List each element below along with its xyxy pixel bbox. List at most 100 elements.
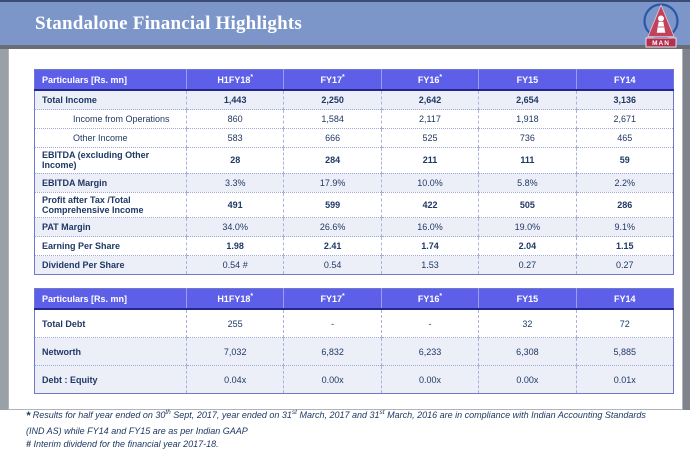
- cell-value: 1,918: [478, 109, 577, 129]
- cell-value: 2,671: [575, 109, 674, 129]
- cell-value: 6,233: [380, 337, 479, 366]
- cell-value: 2.04: [478, 236, 577, 256]
- right-edge-strip: [683, 49, 690, 410]
- cell-value: 28: [185, 147, 284, 174]
- year-column-header: FY16*: [380, 69, 479, 91]
- row-label: Income from Operations: [34, 109, 187, 129]
- cell-value: -: [283, 308, 382, 338]
- cell-value: 3,136: [575, 89, 674, 110]
- row-label: PAT Margin: [34, 217, 187, 237]
- cell-value: 5,885: [575, 337, 674, 366]
- table-row: Profit after Tax /Total Comprehensive In…: [34, 191, 674, 218]
- row-label: Dividend Per Share: [34, 255, 187, 275]
- row-label: Total Debt: [34, 308, 187, 338]
- cell-value: 1.74: [380, 236, 479, 256]
- cell-value: 465: [575, 128, 674, 148]
- year-column-header: H1FY18*: [185, 288, 284, 311]
- cell-value: 286: [575, 191, 674, 218]
- cell-value: -: [380, 308, 479, 338]
- year-column-header: FY14: [575, 288, 674, 311]
- table-row: Income from Operations 860 1,584 2,117 1,918…: [34, 109, 674, 129]
- row-label: Earning Per Share: [34, 236, 187, 256]
- cell-value: 1,584: [283, 109, 382, 129]
- cell-value: 2,642: [380, 89, 479, 110]
- cell-value: 72: [575, 308, 674, 338]
- cell-value: 2.41: [283, 236, 382, 256]
- cell-value: 1.53: [380, 255, 479, 275]
- cell-value: 284: [283, 147, 382, 174]
- cell-value: 0.01x: [575, 365, 674, 394]
- table-row: Debt : Equity 0.04x 0.00x 0.00x 0.00x 0.01x: [34, 365, 674, 394]
- cell-value: 0.00x: [478, 365, 577, 394]
- cell-value: 32: [478, 308, 577, 338]
- cell-value: 525: [380, 128, 479, 148]
- table-row: Other Income 583 666 525 736 465: [34, 128, 674, 148]
- cell-value: 5.8%: [478, 172, 577, 193]
- footnote: # Interim dividend for the financial yea…: [26, 438, 664, 452]
- debt-networth-table: Particulars [Rs. mn] H1FY18* FY17* FY16* FY1…: [34, 288, 674, 395]
- row-label: Profit after Tax /Total Comprehensive In…: [34, 191, 187, 218]
- cell-value: 491: [185, 191, 284, 218]
- cell-value: 583: [185, 128, 284, 148]
- table-row: EBITDA (excluding Other Income) 28 284 211 1…: [34, 147, 674, 174]
- cell-value: 255: [185, 308, 284, 338]
- row-label: EBITDA (excluding Other Income): [34, 147, 187, 174]
- table-row: Total Income 1,443 2,250 2,642 2,654 3,136: [34, 89, 674, 110]
- table-header-row: Particulars [Rs. mn] H1FY18* FY17* FY16* FY1…: [34, 69, 674, 91]
- title-bar: Standalone Financial Highlights: [0, 0, 690, 45]
- logo-text: MAN: [652, 40, 670, 47]
- table-row: PAT Margin 34.0% 26.6% 16.0% 19.0% 9.1%: [34, 217, 674, 237]
- cell-value: 34.0%: [185, 217, 284, 237]
- row-label: EBITDA Margin: [34, 172, 187, 193]
- cell-value: 860: [185, 109, 284, 129]
- cell-value: 599: [283, 191, 382, 218]
- footnote-text: Interim dividend for the financial year …: [31, 439, 219, 450]
- cell-value: 2,250: [283, 89, 382, 110]
- cell-value: 1.15: [575, 236, 674, 256]
- table-row: EBITDA Margin 3.3% 17.9% 10.0% 5.8% 2.2%: [34, 172, 674, 193]
- header-divider: [0, 45, 690, 49]
- cell-value: 0.00x: [283, 365, 382, 394]
- cell-value: 211: [380, 147, 479, 174]
- cell-value: 2,654: [478, 89, 577, 110]
- cell-value: 111: [478, 147, 577, 174]
- table-row: Earning Per Share 1.98 2.41 1.74 2.04 1.15: [34, 236, 674, 256]
- cell-value: 2.2%: [575, 172, 674, 193]
- particulars-column-header: Particulars [Rs. mn]: [34, 69, 187, 91]
- cell-value: 0.54: [283, 255, 382, 275]
- cell-value: 59: [575, 147, 674, 174]
- cell-value: 666: [283, 128, 382, 148]
- content-row: Particulars [Rs. mn] H1FY18* FY17* FY16* FY1…: [0, 49, 690, 449]
- row-label: Networth: [34, 337, 187, 366]
- table-row: Networth 7,032 6,832 6,233 6,308 5,885: [34, 337, 674, 366]
- cell-value: 10.0%: [380, 172, 479, 193]
- year-column-header: FY15: [478, 288, 577, 311]
- cell-value: 1,443: [185, 89, 284, 110]
- cell-value: 736: [478, 128, 577, 148]
- cell-value: 16.0%: [380, 217, 479, 237]
- cell-value: 7,032: [185, 337, 284, 366]
- footnote-text: Results for half year ended on 30th Sept…: [26, 409, 646, 436]
- left-edge-strip: [0, 49, 8, 410]
- year-column-header: FY15: [478, 69, 577, 91]
- cell-value: 26.6%: [283, 217, 382, 237]
- particulars-column-header: Particulars [Rs. mn]: [34, 288, 187, 311]
- row-label: Debt : Equity: [34, 365, 187, 394]
- table-row: Total Debt 255- -32 72: [34, 308, 674, 338]
- table-header-row: Particulars [Rs. mn] H1FY18* FY17* FY16* FY1…: [34, 288, 674, 311]
- year-column-header: FY17*: [283, 288, 382, 311]
- year-column-header: FY17*: [283, 69, 382, 91]
- cell-value: 3.3%: [185, 172, 284, 193]
- content-panel: Particulars [Rs. mn] H1FY18* FY17* FY16* FY1…: [8, 49, 683, 449]
- cell-value: 2,117: [380, 109, 479, 129]
- footnotes: * Results for half year ended on 30th Se…: [26, 408, 664, 452]
- cell-value: 6,308: [478, 337, 577, 366]
- cell-value: 0.54 #: [185, 255, 284, 275]
- cell-value: 6,832: [283, 337, 382, 366]
- cell-value: 0.04x: [185, 365, 284, 394]
- row-label: Other Income: [34, 128, 187, 148]
- financial-highlights-table: Particulars [Rs. mn] H1FY18* FY17* FY16* FY1…: [34, 69, 674, 276]
- man-tower-logo-icon: MAN: [643, 3, 679, 48]
- row-label: Total Income: [34, 89, 187, 110]
- cell-value: 0.27: [575, 255, 674, 275]
